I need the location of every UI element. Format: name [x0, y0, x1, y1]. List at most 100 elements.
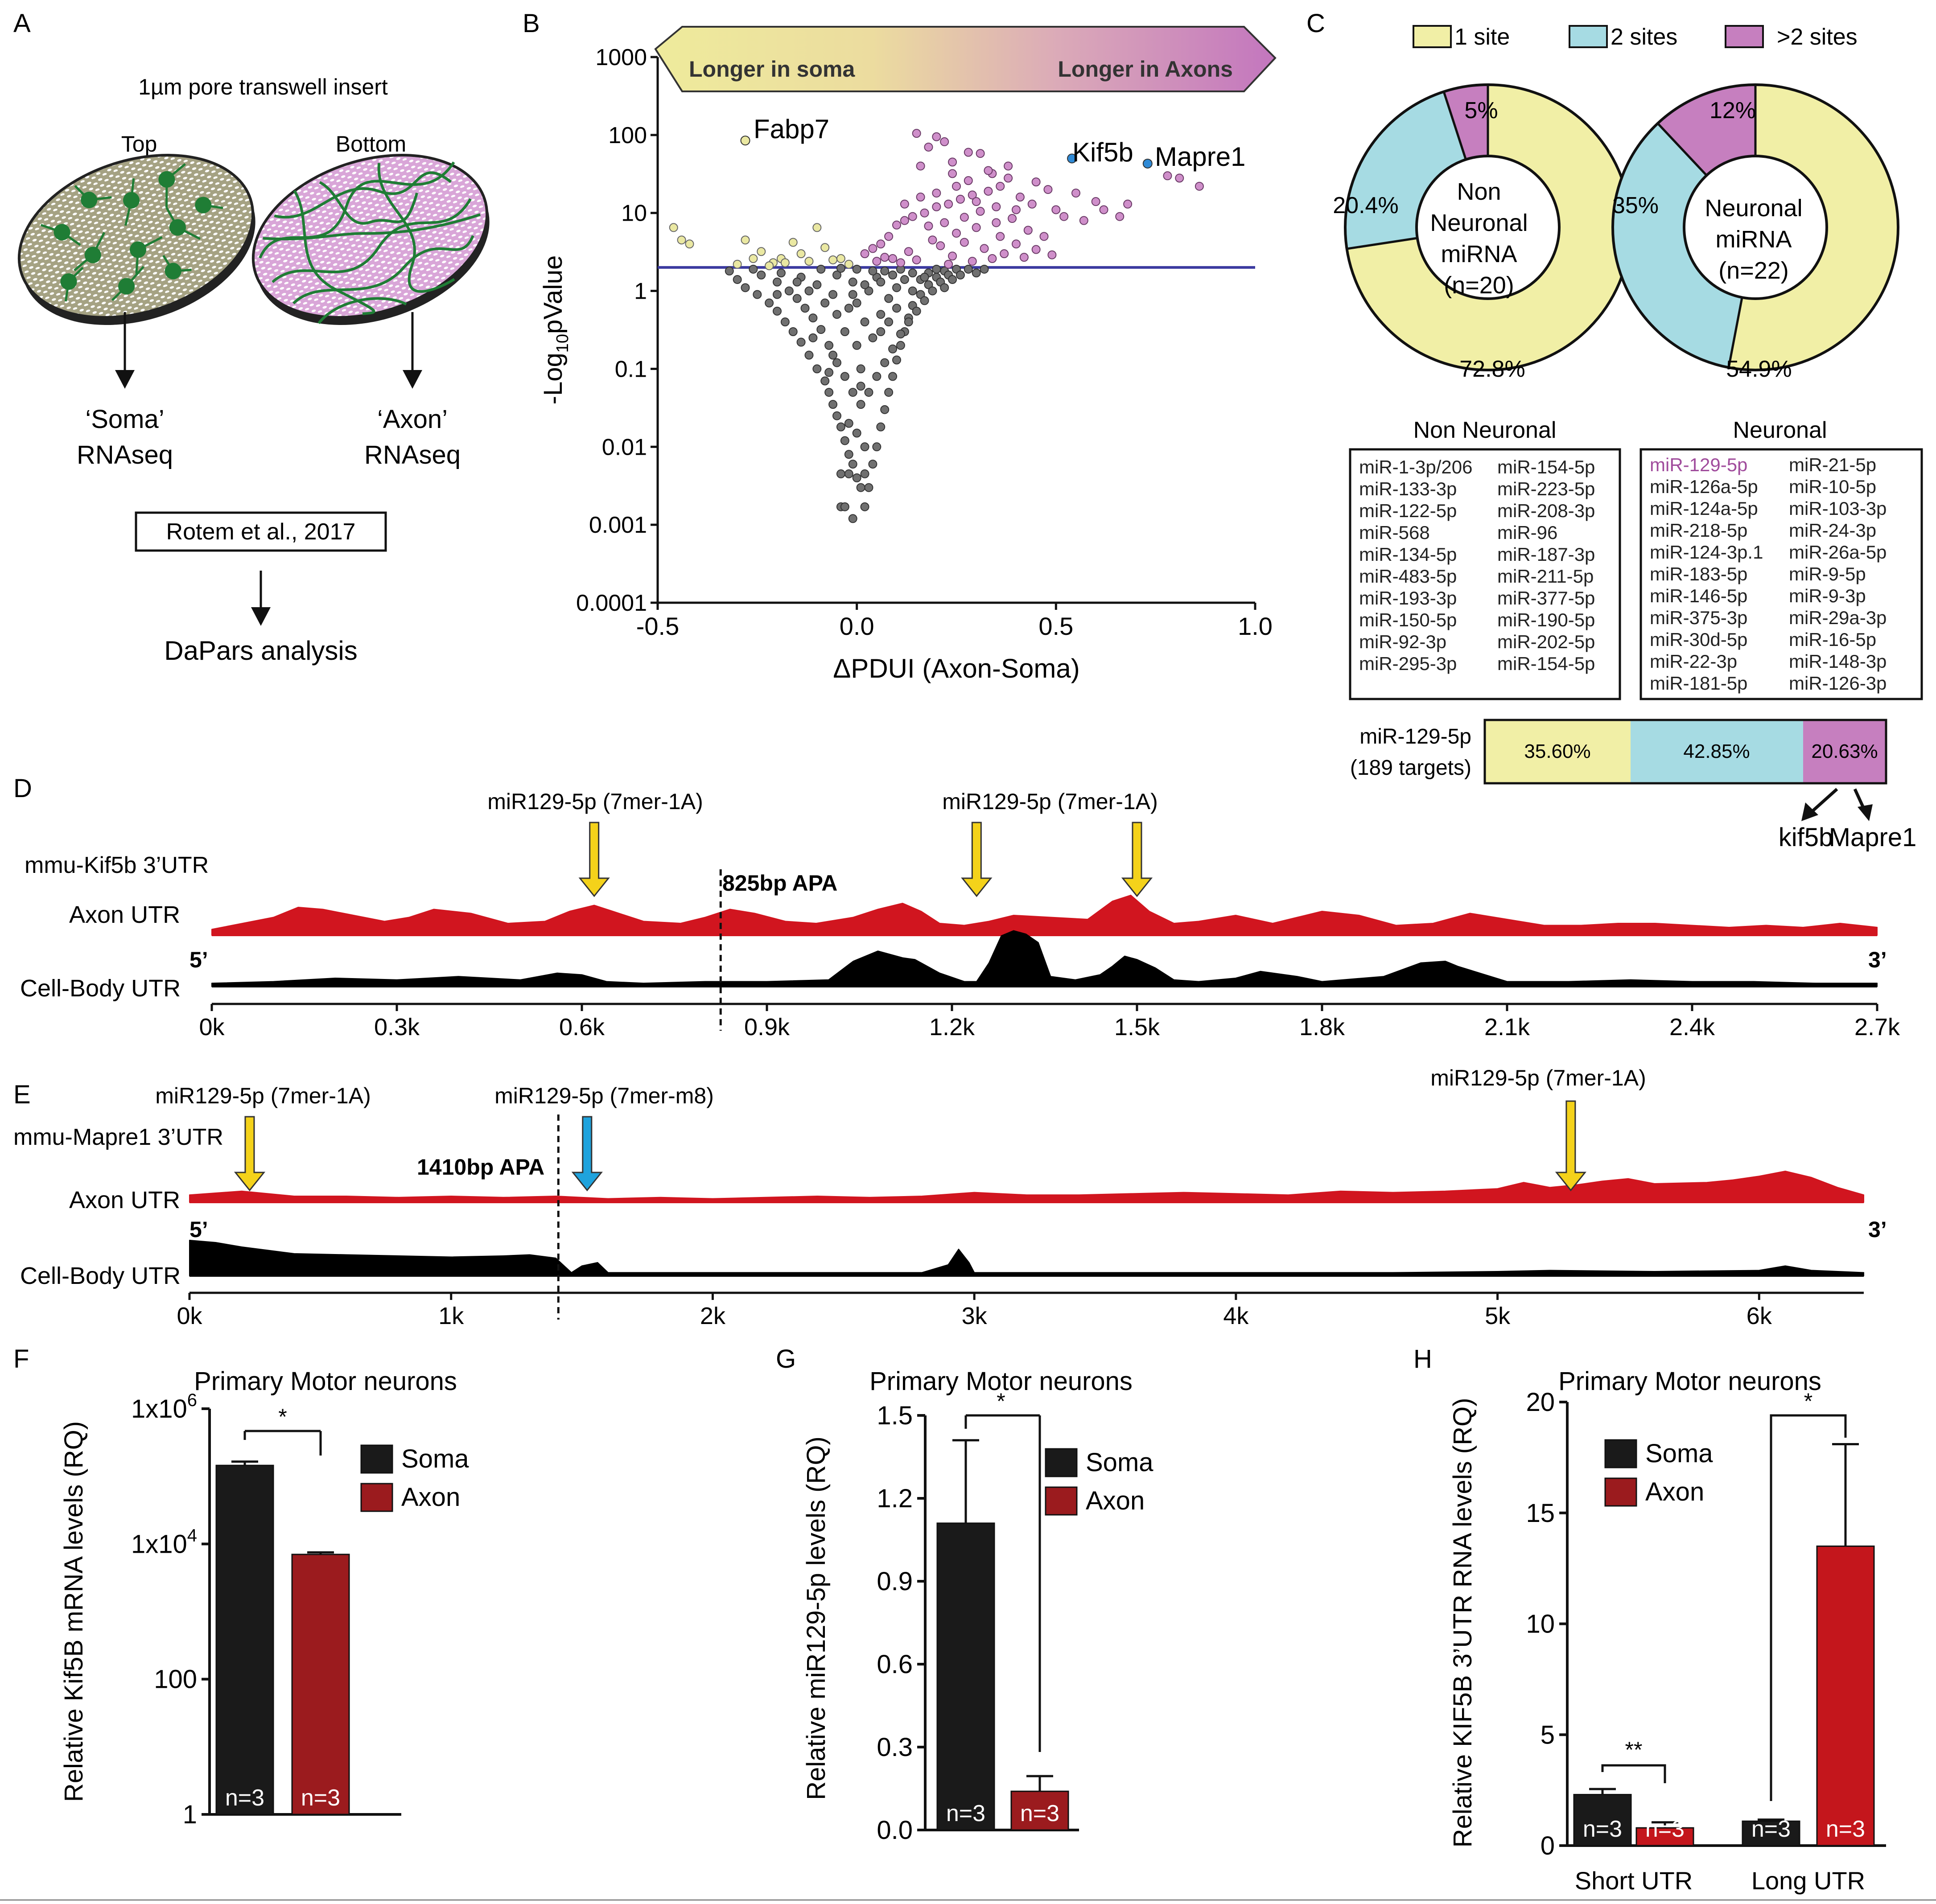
axon-longer-point	[984, 166, 993, 175]
axon-longer-point	[892, 220, 901, 230]
bar-axon-long-utr	[1816, 1545, 1875, 1846]
nonsignificant-point	[868, 266, 877, 276]
nonsignificant-point	[860, 502, 869, 511]
donut2-slice-2sites: 35%	[1612, 193, 1659, 218]
legend-swatch-axon	[1045, 1486, 1078, 1516]
soma-longer-point	[677, 235, 686, 245]
axon-longer-point	[880, 253, 890, 262]
nonsignificant-point	[908, 286, 917, 296]
soma-longer-point	[796, 249, 806, 259]
nonsignificant-point	[792, 277, 802, 287]
neuronal-mirna: miR-16-5p	[1789, 629, 1876, 650]
n-label: n=3	[301, 1785, 340, 1811]
axon-longer-point	[1123, 199, 1133, 209]
nonsignificant-point	[808, 313, 818, 323]
nonsignificant-point	[860, 280, 869, 289]
nonsignificant-point	[808, 333, 818, 342]
nonsignificant-point	[804, 286, 814, 296]
nonsignificant-point	[820, 376, 830, 386]
axon-longer-point	[1015, 193, 1025, 202]
neuronal-mirna: miR-181-5p	[1650, 673, 1747, 694]
nonsignificant-point	[884, 317, 894, 327]
y-axis-title: Relative KIF5B 3’UTR RNA levels (RQ)	[1448, 1398, 1477, 1848]
axon-longer-point	[1031, 245, 1041, 254]
axon-longer-point	[1012, 205, 1021, 214]
y-tick-label: 0.9	[877, 1567, 913, 1596]
sig-star: *	[997, 1389, 1005, 1414]
nonsignificant-point	[856, 382, 865, 391]
nonneuronal-mirna: miR-568	[1359, 522, 1430, 543]
nonsignificant-point	[844, 469, 853, 478]
neuronal-mirna: miR-124-3p.1	[1650, 542, 1763, 563]
nonsignificant-point	[832, 411, 841, 420]
banner-right-text: Longer in Axons	[1058, 57, 1233, 82]
panel-label-a: A	[13, 9, 31, 38]
nonsignificant-point	[896, 329, 905, 339]
mirna-site-arrow	[961, 822, 993, 897]
panel-b: B 0.0001 0.001 0.01 0.1 1 10 100 1000 -0.5 0.0 0.5…	[523, 9, 1277, 683]
nonsignificant-point	[824, 368, 834, 377]
nonsignificant-point	[840, 327, 849, 337]
gene-label-mapre1: Mapre1	[1155, 142, 1245, 172]
axon-longer-point	[1019, 253, 1029, 262]
donut2-slice-more: 12%	[1709, 98, 1756, 123]
axon-longer-point	[928, 235, 937, 245]
stacked-seg-1site	[1485, 720, 1631, 783]
mirna-site-arrow	[578, 822, 610, 897]
donut-neuronal-rim	[1611, 83, 1899, 371]
mapre1-site-label-a: miR129-5p (7mer-1A)	[155, 1083, 371, 1108]
panel-d: D mmu-Kif5b 3’UTR Axon UTR Cell-Body UTR…	[13, 774, 1900, 1040]
y-tick-label: 5	[1541, 1720, 1555, 1749]
nonsignificant-point	[876, 327, 886, 337]
neuronal-mirna: miR-21-5p	[1789, 454, 1876, 475]
donut2-slice-1site: 54.9%	[1726, 356, 1792, 382]
nonsignificant-point	[749, 264, 758, 274]
nonneuronal-mirna: miR-134-5p	[1359, 544, 1457, 565]
panel-a: A 1µm pore transwell insert Top Bottom	[13, 9, 490, 666]
n-label: n=3	[1751, 1816, 1791, 1842]
genome-tick-label: 0.3k	[374, 1014, 420, 1040]
legend-label-axon: Axon	[1645, 1477, 1704, 1506]
nonsignificant-point	[792, 294, 802, 303]
cellbody-coverage	[189, 1240, 1864, 1276]
axon-longer-point	[956, 194, 965, 204]
n-label: n=3	[946, 1801, 985, 1826]
neuronal-mirna: miR-183-5p	[1650, 563, 1747, 584]
panel-c: C 1 site 2 sites >2 sites Non Neuronal m…	[1306, 9, 1923, 852]
kif5b-utr-chart: Primary Motor neurons 0 5 10 15 20 n=3 n=3 Short…	[1448, 1367, 1886, 1895]
y-tick-label: 0.0001	[576, 590, 647, 616]
nonsignificant-point	[888, 372, 898, 381]
axon-longer-point	[964, 148, 973, 157]
legend-swatch-soma	[1045, 1448, 1078, 1477]
nonsignificant-point	[812, 364, 822, 374]
nonsignificant-point	[733, 275, 742, 284]
axon-longer-point	[872, 257, 881, 266]
mapre1-site-label-c: miR129-5p (7mer-1A)	[1430, 1065, 1646, 1090]
axon-longer-point	[996, 232, 1005, 241]
n-label: n=3	[1645, 1816, 1685, 1842]
legend-label-axon: Axon	[1086, 1486, 1145, 1515]
nonsignificant-point	[776, 268, 786, 278]
x-tick-label: -0.5	[636, 612, 680, 640]
kif5b-mrna-chart: Primary Motor neurons 1 100 1x104 1x106 n=3 n=…	[59, 1367, 469, 1829]
legend-swatch-2sites	[1569, 25, 1608, 48]
nonsignificant-point	[880, 358, 890, 367]
axon-longer-point	[1004, 173, 1013, 183]
axon-longer-point	[924, 222, 933, 231]
axon-longer-point	[1195, 181, 1204, 191]
axon-longer-point	[860, 249, 869, 259]
axon-longer-point	[944, 259, 953, 269]
bar-soma-long-utr	[1742, 1820, 1800, 1846]
legend-label-1site: 1 site	[1454, 24, 1510, 50]
mapre1-arrow-label: Mapre1	[1829, 823, 1917, 852]
highlight-point-kif5b	[1067, 153, 1077, 164]
nonsignificant-point	[856, 483, 865, 492]
kif5b-arrow-label: kif5b	[1779, 823, 1833, 852]
category-label: Short UTR	[1575, 1867, 1693, 1895]
nonsignificant-point	[856, 364, 865, 374]
gene-label-kif5b: Kif5b	[1072, 137, 1133, 167]
kif5b-pointer-head	[1801, 802, 1818, 821]
mirna-site-arrow	[234, 1116, 266, 1192]
genome-tick-label: 0.9k	[744, 1014, 790, 1040]
neuronal-mirna: miR-146-5p	[1650, 585, 1747, 606]
